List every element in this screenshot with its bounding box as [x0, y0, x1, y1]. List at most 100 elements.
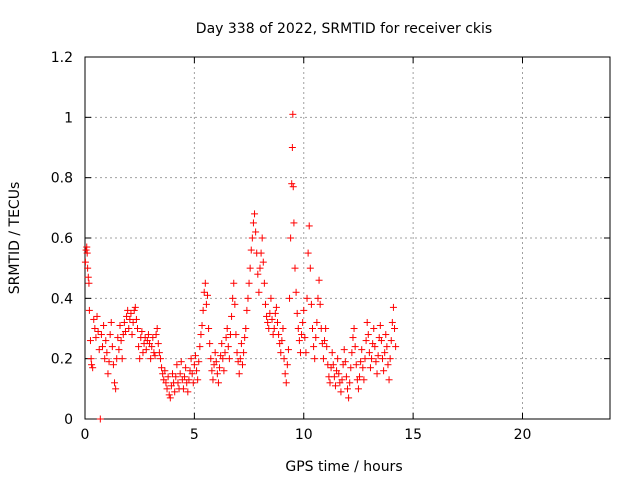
data-point	[351, 343, 359, 351]
data-point	[204, 291, 211, 299]
data-point	[267, 294, 275, 302]
y-axis: 0 0.2 0.4 0.6 0.8 1 1.2	[51, 50, 610, 428]
x-tick-label: 15	[404, 427, 422, 443]
data-point	[389, 303, 397, 311]
data-point	[323, 343, 331, 351]
data-point	[89, 364, 97, 372]
data-point	[372, 358, 380, 366]
y-tick-label: 0.6	[51, 231, 73, 247]
data-point	[111, 379, 119, 387]
data-point	[198, 321, 206, 329]
data-point	[341, 358, 349, 366]
data-point	[383, 343, 391, 351]
y-tick-label: 0.8	[51, 171, 73, 187]
data-point	[138, 328, 146, 336]
data-point	[87, 355, 95, 363]
data-point	[222, 334, 230, 342]
data-point	[190, 361, 198, 369]
data-point	[92, 334, 100, 342]
data-point	[202, 300, 210, 308]
data-point	[356, 373, 364, 381]
data-point	[288, 144, 296, 151]
data-point	[326, 379, 334, 387]
data-point	[292, 288, 300, 296]
data-point	[174, 379, 182, 387]
data-point	[116, 321, 124, 329]
x-tick-label: 5	[190, 427, 199, 443]
data-point	[194, 376, 202, 384]
data-point	[228, 312, 236, 320]
data-point	[104, 370, 112, 378]
x-tick-label: 20	[514, 427, 532, 443]
data-point	[224, 343, 232, 351]
data-point	[275, 331, 283, 339]
data-point	[298, 331, 306, 339]
data-point	[125, 325, 133, 332]
data-point	[291, 264, 299, 272]
data-point	[161, 367, 169, 375]
data-point	[386, 355, 394, 363]
data-point	[139, 349, 147, 357]
data-point	[263, 312, 271, 320]
data-point	[272, 303, 280, 311]
data-point	[83, 243, 91, 251]
data-point	[309, 325, 316, 332]
data-point	[305, 222, 313, 230]
data-point	[84, 264, 92, 272]
data-point	[127, 309, 135, 317]
data-point	[200, 288, 208, 296]
data-point	[230, 279, 238, 287]
data-point	[126, 315, 134, 323]
data-point	[195, 358, 203, 366]
data-point	[134, 325, 141, 332]
data-point	[207, 355, 215, 363]
data-point	[163, 385, 171, 393]
data-point	[93, 312, 101, 320]
data-point	[206, 340, 214, 348]
data-point	[99, 343, 106, 351]
data-point	[289, 110, 297, 118]
x-axis-label: GPS time / hours	[285, 459, 402, 475]
data-point	[90, 315, 98, 323]
data-point	[247, 246, 255, 254]
data-point	[117, 337, 125, 345]
data-point	[120, 318, 128, 326]
data-point	[142, 346, 150, 354]
data-point	[223, 325, 231, 332]
data-point	[214, 379, 222, 387]
data-point	[370, 325, 378, 332]
data-point	[135, 343, 143, 351]
data-point	[123, 312, 131, 320]
data-point	[181, 373, 189, 381]
data-point	[84, 273, 92, 281]
data-point	[100, 321, 108, 329]
data-point	[199, 306, 207, 314]
data-point	[209, 376, 217, 384]
data-point	[362, 337, 370, 345]
data-point	[246, 264, 254, 272]
data-point	[255, 288, 263, 296]
data-point	[312, 334, 320, 342]
data-point	[165, 391, 173, 399]
data-point	[358, 346, 366, 354]
data-point	[243, 306, 251, 314]
chart-title: Day 338 of 2022, SRMTID for receiver cki…	[196, 21, 492, 37]
data-point	[155, 349, 163, 357]
data-point	[374, 352, 382, 360]
data-point	[177, 358, 185, 366]
data-point	[88, 361, 96, 369]
data-point	[248, 234, 256, 242]
data-point	[299, 318, 307, 326]
data-point	[208, 367, 216, 375]
data-point	[376, 321, 384, 329]
data-point	[95, 346, 103, 354]
data-point	[216, 364, 224, 372]
data-point	[156, 355, 164, 363]
data-point	[348, 349, 356, 357]
data-point	[371, 343, 379, 351]
data-point	[330, 373, 338, 381]
data-point	[259, 258, 267, 266]
data-point	[350, 325, 358, 332]
data-point	[261, 300, 269, 308]
